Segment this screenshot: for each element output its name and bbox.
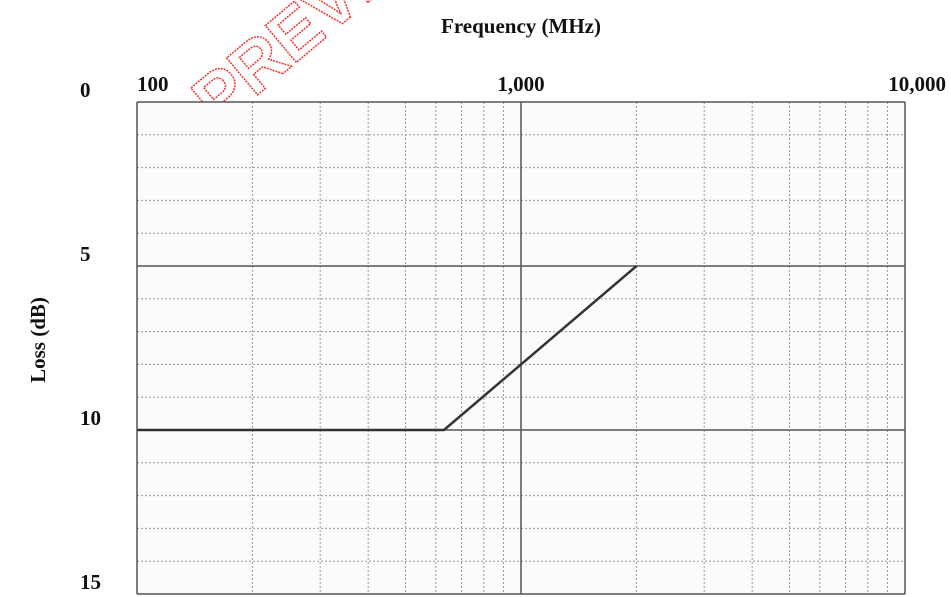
- x-axis-title: Frequency (MHz): [441, 14, 601, 38]
- y-tick-label: 15: [80, 570, 101, 594]
- y-tick-label: 0: [80, 78, 91, 102]
- x-tick-label: 1,000: [497, 72, 544, 96]
- x-tick-label: 10,000: [888, 72, 946, 96]
- chart: PREVIEW Frequency (MHz) Loss (dB) 051015…: [0, 0, 951, 597]
- y-tick-label: 5: [80, 242, 91, 266]
- y-axis-title: Loss (dB): [26, 297, 50, 383]
- y-tick-label: 10: [80, 406, 101, 430]
- x-tick-label: 100: [137, 72, 169, 96]
